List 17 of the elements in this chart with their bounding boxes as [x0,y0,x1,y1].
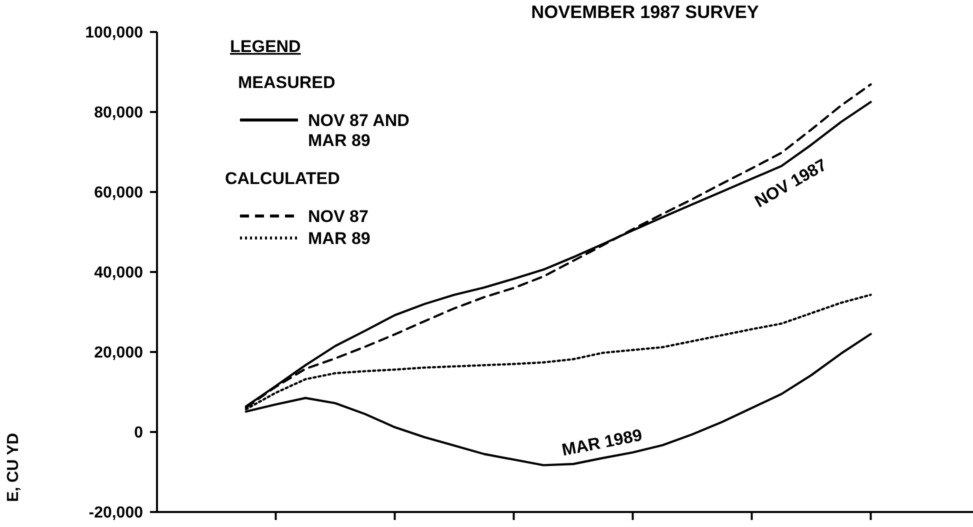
y-tick-label: 60,000 [94,184,144,202]
chart-title: NOVEMBER 1987 SURVEY [531,2,759,22]
legend-label: MAR 89 [308,229,370,248]
y-tick-label: 80,000 [94,104,144,122]
y-tick-label: 20,000 [94,344,144,362]
annotation: MAR 1989 [560,426,644,460]
annotation: NOV 1987 [752,155,830,212]
annotation: CALCULATED [225,169,340,188]
y-tick-label: -20,000 [88,504,144,522]
y-tick-label: 0 [134,424,144,442]
legend-label: NOV 87 AND MAR 89 [308,111,410,150]
y-axis-title: E, CU YD [5,432,22,502]
y-tick-label: 100,000 [85,24,144,42]
legend-label: NOV 87 [308,207,368,226]
y-tick-label: 40,000 [94,264,144,282]
annotation: MEASURED [238,73,336,92]
legend-title: LEGEND [230,37,301,56]
